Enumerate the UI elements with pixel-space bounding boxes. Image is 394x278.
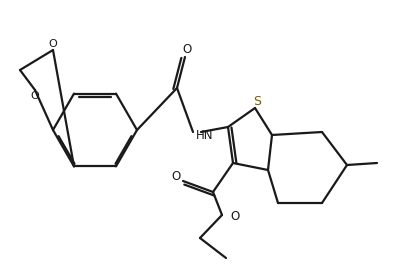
Text: O: O: [171, 170, 180, 182]
Text: O: O: [182, 43, 191, 56]
Text: O: O: [31, 91, 39, 101]
Text: O: O: [48, 39, 58, 49]
Text: HN: HN: [196, 128, 214, 142]
Text: S: S: [253, 95, 261, 108]
Text: O: O: [230, 210, 239, 224]
